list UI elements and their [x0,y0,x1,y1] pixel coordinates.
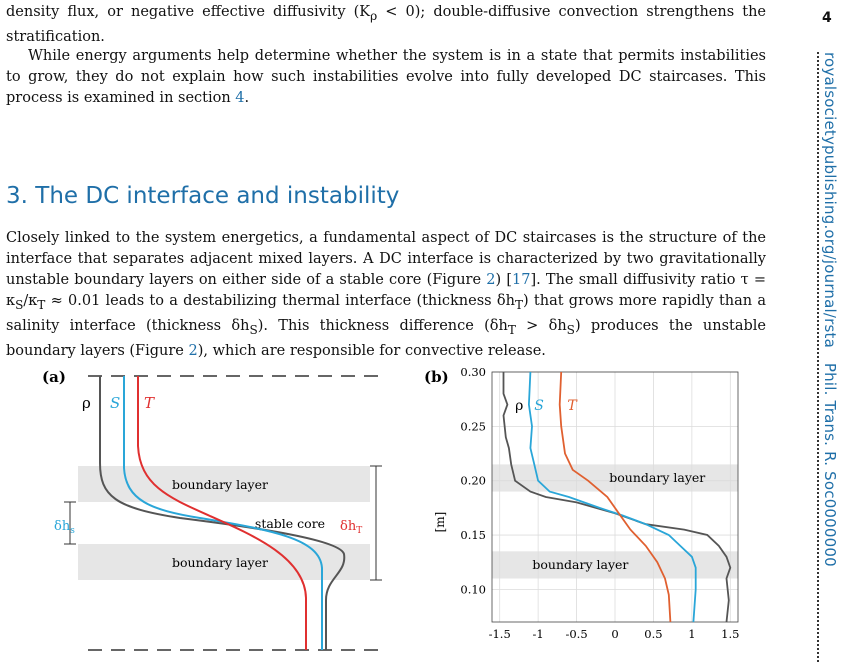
delta-ht-label: δhT [340,519,362,536]
s-label-a: S [110,394,120,412]
journal-citation: Phil. Trans. R. Soc0000000 [821,362,839,567]
intro-paragraph: density flux, or negative effective diff… [6,4,767,45]
interface-paragraph: Closely linked to the system energetics,… [6,230,766,359]
figure-ref-link-2[interactable]: 2 [188,342,198,359]
plot-frame [491,371,739,623]
series-line-T [558,371,672,623]
page-number: 4 [822,10,832,26]
figure-b-ylabel: [m] [433,512,447,533]
journal-url-link[interactable]: royalsocietypublishing.org/journal/rsta [821,52,839,349]
s-curve [123,376,323,650]
s-label-b: S [534,398,544,414]
t-label-b: T [567,398,578,414]
figure-b-plot: (b) [m] 0.30 0.25 0.20 0.15 0.10 -1.5 -1 -0.5 0 0… [424,365,739,641]
y-tick-label: 0.10 [460,582,486,596]
x-tick-label: 0 [611,627,618,641]
boundary-layer-label-top-b: boundary layer [609,470,705,485]
y-tick-label: 0.25 [460,419,486,433]
x-tick-label: 1.5 [721,627,739,641]
x-tick-label: -0.5 [565,627,587,641]
rho-label-a: ρ [82,394,91,412]
series-line-rho [502,372,732,623]
boundary-layer-label-bottom: boundary layer [172,555,268,570]
x-tick-label: 0.5 [644,627,662,641]
delta-hs-label: δhs [54,519,75,536]
energy-paragraph: While energy arguments help determine wh… [6,48,766,106]
side-dotted-rule [817,52,819,662]
boundary-layer-label-top: boundary layer [172,477,268,492]
y-tick-label: 0.20 [460,474,486,488]
boundary-layer-label-bottom-b: boundary layer [532,557,628,572]
side-running-head: royalsocietypublishing.org/journal/rsta … [815,52,843,664]
section-ref-link[interactable]: 4 [235,90,245,106]
figure-a-panel-label: (a) [42,368,66,386]
figure-ref-link[interactable]: 2 [486,272,496,288]
x-tick-label: 1 [688,627,695,641]
rho-curve [99,376,346,650]
figure-b-panel-label: (b) [424,368,449,386]
y-tick-label: 0.30 [460,365,486,379]
y-tick-label: 0.15 [460,528,486,542]
t-label-a: T [144,394,155,412]
section-heading: 3. The DC interface and instability [6,183,400,209]
figure-a-schematic: (a) boundary layer boundary layer stable… [42,368,382,651]
x-tick-label: -1 [533,627,544,641]
series-line-S [527,371,697,623]
rho-label-b: ρ [515,398,523,414]
x-tick-label: -1.5 [489,627,511,641]
stable-core-label: stable core [255,516,325,531]
citation-link[interactable]: 17 [512,272,531,288]
t-curve [137,376,307,650]
